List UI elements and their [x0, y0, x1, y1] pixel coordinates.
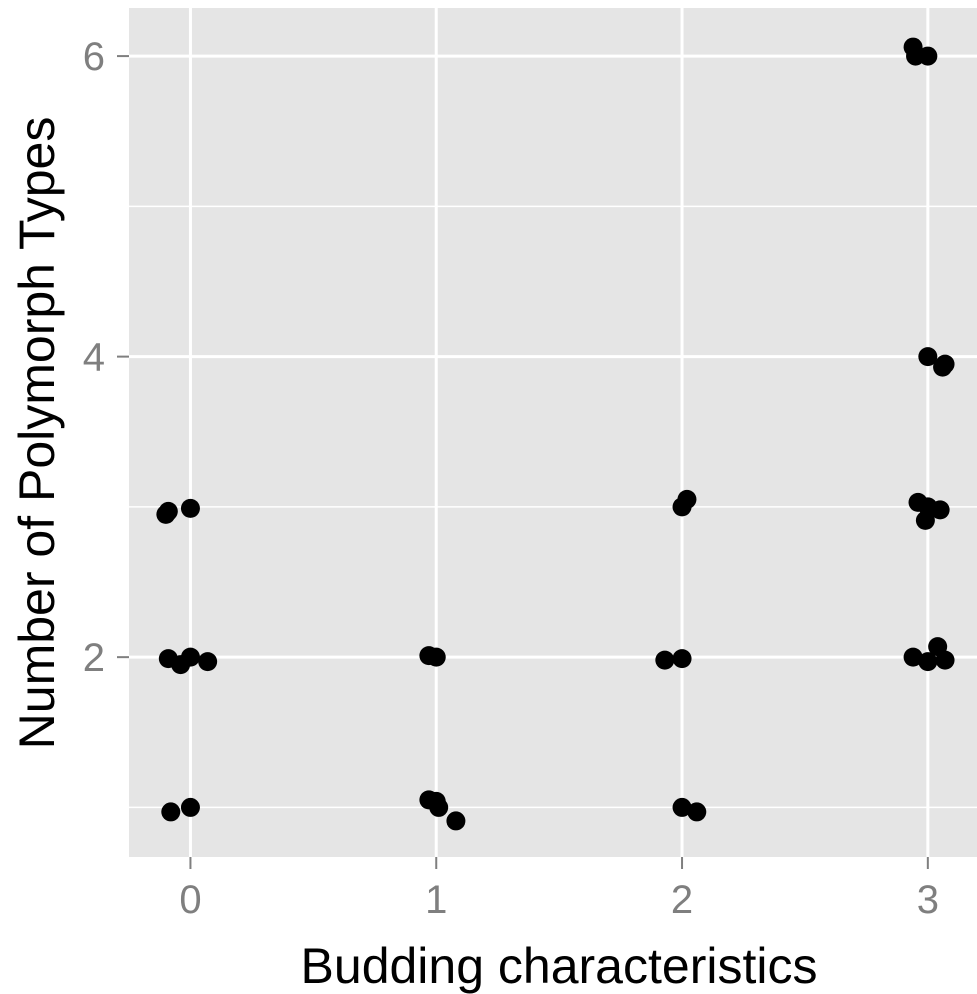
data-point	[930, 500, 950, 520]
data-point	[180, 647, 200, 667]
y-tick-label: 2	[83, 636, 105, 680]
data-point	[180, 498, 200, 518]
x-tick-label: 2	[671, 878, 693, 922]
data-point	[672, 797, 692, 817]
data-point	[156, 504, 176, 524]
x-axis-title: Budding characteristics	[301, 938, 818, 994]
data-point	[918, 46, 938, 66]
data-point	[687, 802, 707, 822]
data-point	[672, 649, 692, 669]
y-tick-label: 4	[83, 336, 105, 380]
data-points	[156, 37, 955, 831]
minor-gridlines	[129, 205, 977, 809]
plot-panel	[129, 8, 977, 857]
data-point	[677, 489, 697, 509]
data-point	[918, 652, 938, 672]
data-point	[446, 811, 466, 831]
data-point	[180, 797, 200, 817]
x-tick-label: 3	[917, 878, 939, 922]
major-gridlines	[129, 8, 977, 857]
x-tick-label: 0	[179, 878, 201, 922]
y-axis-title: Number of Polymorph Types	[9, 117, 65, 750]
data-point	[429, 797, 449, 817]
x-tick-label: 1	[425, 878, 447, 922]
data-point	[655, 650, 675, 670]
data-point	[903, 647, 923, 667]
data-point	[161, 802, 181, 822]
data-point	[935, 354, 955, 374]
data-point	[426, 647, 446, 667]
data-point	[918, 347, 938, 367]
x-axis-ticks: 0 1 2 3	[179, 857, 939, 922]
data-point	[198, 652, 218, 672]
y-tick-label: 6	[83, 35, 105, 79]
data-point	[935, 650, 955, 670]
y-axis-ticks: 2 4 6	[83, 35, 129, 680]
